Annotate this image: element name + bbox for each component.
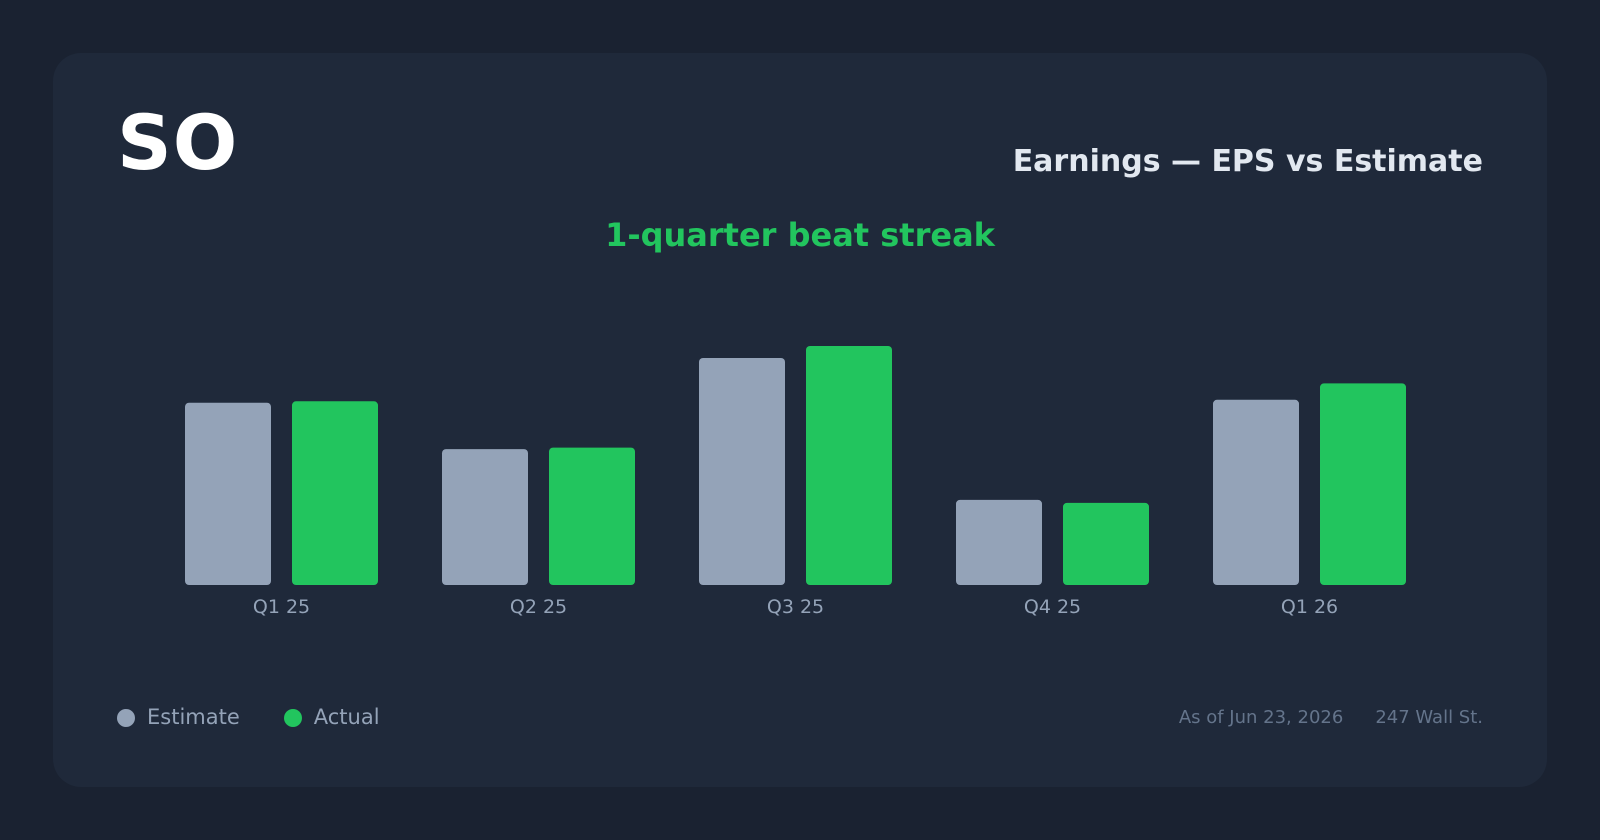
x-tick-label: Q2 25 bbox=[510, 596, 567, 618]
x-tick-label: Q3 25 bbox=[767, 596, 824, 618]
earnings-card: SO Earnings — EPS vs Estimate 1-quarter … bbox=[53, 53, 1547, 787]
chart-footer: As of Jun 23, 2026 247 Wall St. bbox=[1179, 709, 1483, 727]
legend-label-estimate: Estimate bbox=[147, 705, 240, 729]
chart-legend: Estimate Actual bbox=[117, 707, 380, 728]
bar-actual-q4-25 bbox=[1063, 502, 1149, 585]
bar-actual-q3-25 bbox=[806, 346, 892, 585]
source-label: 247 Wall St. bbox=[1375, 707, 1483, 728]
bar-estimate-q3-25 bbox=[699, 357, 785, 585]
actual-dot-icon bbox=[283, 708, 302, 727]
legend-label-actual: Actual bbox=[313, 705, 380, 729]
bar-estimate-q1-26 bbox=[1213, 399, 1299, 585]
ticker-symbol: SO bbox=[117, 98, 239, 187]
estimate-dot-icon bbox=[117, 708, 135, 727]
bar-estimate-q4-25 bbox=[956, 499, 1042, 585]
legend-item-estimate: Estimate bbox=[117, 707, 240, 728]
chart-title: Earnings — EPS vs Estimate bbox=[1012, 144, 1483, 179]
x-tick-label: Q1 25 bbox=[253, 596, 310, 618]
bar-estimate-q2-25 bbox=[442, 449, 528, 585]
x-tick-label: Q1 26 bbox=[1281, 596, 1338, 618]
beat-streak-label: 1-quarter beat streak bbox=[605, 216, 995, 254]
eps-bar-chart: Q1 25 Q2 25 Q3 25 Q4 25 Q1 26 bbox=[185, 346, 1406, 618]
legend-item-actual: Actual bbox=[283, 705, 380, 729]
bar-actual-q1-25 bbox=[292, 401, 378, 585]
bar-actual-q1-26 bbox=[1320, 383, 1406, 585]
as-of-date: As of Jun 23, 2026 bbox=[1178, 707, 1344, 728]
x-tick-label: Q4 25 bbox=[1024, 596, 1081, 618]
bar-estimate-q1-25 bbox=[185, 402, 271, 585]
bar-actual-q2-25 bbox=[549, 447, 635, 585]
